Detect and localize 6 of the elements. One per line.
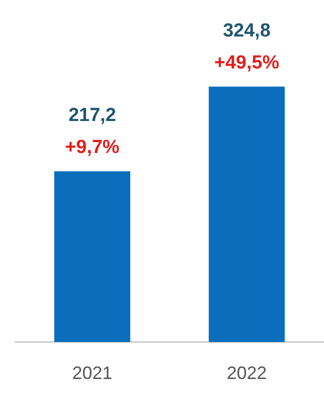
data-label: 324,8 bbox=[222, 20, 271, 42]
x-tick-label: 2021 bbox=[72, 363, 112, 383]
annotation: +9,7% bbox=[65, 137, 120, 158]
x-tick-label: 2022 bbox=[226, 363, 267, 383]
data-label: 217,2 bbox=[68, 105, 116, 126]
annotation: +49,5% bbox=[214, 52, 280, 74]
